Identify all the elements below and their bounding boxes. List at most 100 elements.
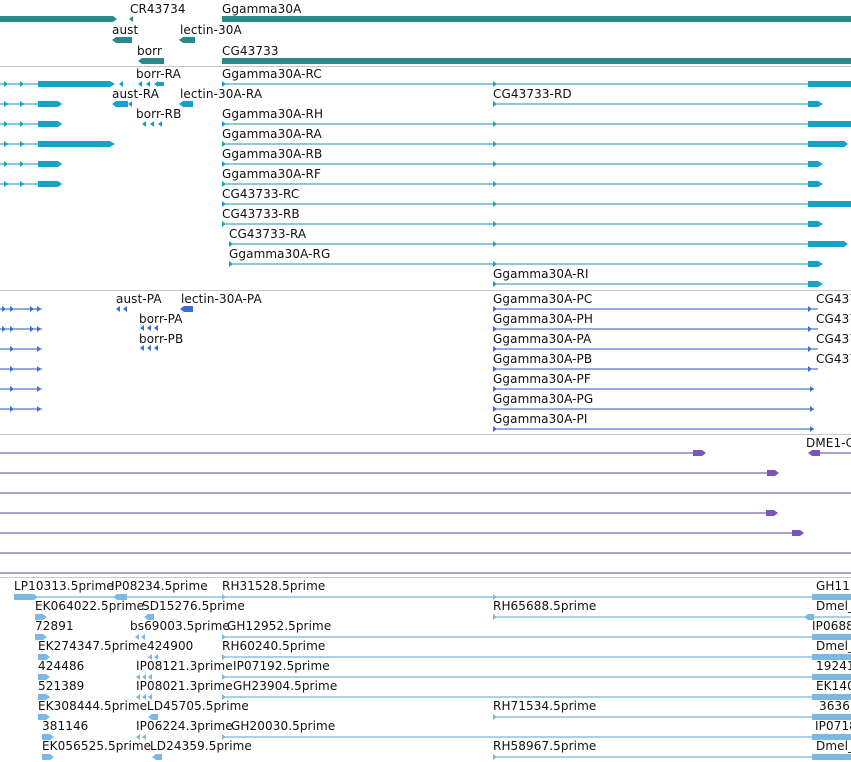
est-label-ek274347[interactable]: EK274347.5prime [38,639,148,653]
est-label-ip0688[interactable]: IP0688 [812,619,851,633]
est-label-rh60240[interactable]: RH60240.5prime [222,639,326,653]
est-label-rh71534[interactable]: RH71534.5prime [493,699,597,713]
transcript-ggamma30a-rb-glyph[interactable] [222,161,823,167]
transcript-label-cg43733-rd[interactable]: CG43733-RD [493,87,572,101]
est-label-19241[interactable]: 19241 [816,659,851,673]
transcript-left-row-3[interactable] [0,121,62,127]
est-label-ld24359[interactable]: LD24359.5prime [150,739,252,753]
est-label-424900[interactable]: 424900 [147,639,194,653]
est-label-gh11[interactable]: GH11 [816,579,850,593]
transcript-label-ggamma30a-rg[interactable]: Ggamma30A-RG [229,247,331,261]
est-label-ip07192[interactable]: IP07192.5prime [233,659,330,673]
transcript-label-cg43733-rb[interactable]: CG43733-RB [222,207,300,221]
protein-label-cg437-3[interactable]: CG437 [816,332,851,346]
est-label-dmel-1[interactable]: Dmel_ [816,599,851,613]
protein-label-aust-pa[interactable]: aust-PA [116,292,162,306]
est-row-2[interactable] [35,614,851,620]
transcript-ggamma30a-rg-glyph[interactable] [229,261,823,267]
est-label-rh65688[interactable]: RH65688.5prime [493,599,597,613]
transcript-ggamma30a-rc-glyph[interactable] [222,81,851,87]
transcript-aust-ra-glyph[interactable] [112,101,132,107]
gene-label-cr43734[interactable]: CR43734 [130,2,186,16]
gene-cr43734-glyph[interactable] [0,16,133,22]
transcript-cg43733-rc-glyph[interactable] [222,201,851,207]
gene-label-aust[interactable]: aust [112,23,139,37]
transcript-label-lectin-30a-ra[interactable]: lectin-30A-RA [180,87,263,101]
transcript-borr-rb-glyph[interactable] [142,121,162,127]
transcript-left-row-1[interactable] [0,81,123,87]
protein-ggamma30a-pc-glyph[interactable] [493,306,818,312]
gene-borr-glyph[interactable] [138,58,164,64]
est-label-ld45705[interactable]: LD45705.5prime [147,699,249,713]
protein-label-borr-pa[interactable]: borr-PA [139,312,183,326]
transcript-label-ggamma30a-rc[interactable]: Ggamma30A-RC [222,67,322,81]
transcript-left-row-4[interactable] [0,141,115,147]
transcript-lectin-30a-ra-glyph[interactable] [179,101,193,107]
protein-ggamma30a-ph-glyph[interactable] [493,326,818,332]
est-label-3636[interactable]: 3636 [819,699,850,713]
est-label-ip0718[interactable]: IP0718 [815,719,851,733]
protein-aust-pa-glyph[interactable] [116,306,127,312]
gene-ggamma30a-glyph[interactable] [222,16,851,22]
purple-feature-row-5[interactable] [0,530,804,536]
protein-label-cg437-1[interactable]: CG437 [816,292,851,306]
transcript-ggamma30a-rf-glyph[interactable] [222,181,823,187]
gene-label-borr[interactable]: borr [137,44,163,58]
protein-ggamma30a-pf-glyph[interactable] [493,386,814,392]
transcript-label-ggamma30a-ra[interactable]: Ggamma30A-RA [222,127,322,141]
est-label-424486[interactable]: 424486 [38,659,85,673]
purple-feature-row-4[interactable] [0,510,778,516]
gene-label-ggamma30a[interactable]: Ggamma30A [222,2,302,16]
est-row-1[interactable] [14,594,851,600]
protein-label-ggamma30a-pi[interactable]: Ggamma30A-PI [493,412,588,426]
protein-ggamma30a-pg-glyph[interactable] [493,406,814,412]
protein-borr-pb-glyph[interactable] [140,345,158,351]
est-label-521389[interactable]: 521389 [38,679,85,693]
protein-ggamma30a-pa-glyph[interactable] [493,346,818,352]
gene-label-cg43733[interactable]: CG43733 [222,44,279,58]
transcript-label-cg43733-rc[interactable]: CG43733-RC [222,187,300,201]
transcript-label-borr-ra[interactable]: borr-RA [136,67,181,81]
gene-label-lectin-30a[interactable]: lectin-30A [180,23,242,37]
transcript-left-row-6[interactable] [0,181,62,187]
protein-ggamma30a-pb-glyph[interactable] [493,366,818,372]
purple-feature-row-2[interactable] [0,470,779,476]
transcript-cg43733-ra-glyph[interactable] [229,241,848,247]
est-label-ek056525[interactable]: EK056525.5prime [42,739,152,753]
transcript-left-row-5[interactable] [0,161,62,167]
protein-left-row-6[interactable] [0,406,42,412]
transcript-ggamma30a-ra-glyph[interactable] [222,141,848,147]
protein-label-ggamma30a-pc[interactable]: Ggamma30A-PC [493,292,593,306]
est-label-sd15276[interactable]: SD15276.5prime [142,599,245,613]
est-label-ip08121[interactable]: IP08121.3prime [136,659,233,673]
transcript-label-ggamma30a-rb[interactable]: Ggamma30A-RB [222,147,323,161]
transcript-label-ggamma30a-rf[interactable]: Ggamma30A-RF [222,167,321,181]
transcript-cg43733-rb-glyph[interactable] [222,221,823,227]
transcript-ggamma30a-ri-glyph[interactable] [493,281,823,287]
est-label-dmel-3[interactable]: Dmel_ [816,739,851,753]
est-label-ek064022[interactable]: EK064022.5prime [35,599,145,613]
protein-label-cg437-2[interactable]: CG437 [816,312,851,326]
est-row-4[interactable] [38,654,851,660]
gene-aust-glyph[interactable] [112,37,132,43]
protein-left-row-5[interactable] [0,386,42,392]
est-label-dmel-2[interactable]: Dmel_ [816,639,851,653]
transcript-borr-ra-glyph[interactable] [138,81,164,87]
protein-left-row-1[interactable] [0,306,42,312]
est-row-8[interactable] [42,734,851,740]
protein-label-lectin-30a-pa[interactable]: lectin-30A-PA [181,292,262,306]
est-label-381146[interactable]: 381146 [42,719,89,733]
est-row-6[interactable] [38,694,851,700]
protein-borr-pa-glyph[interactable] [140,325,158,331]
protein-lectin-30a-pa-glyph[interactable] [180,306,193,312]
est-label-72891[interactable]: 72891 [35,619,74,633]
protein-label-borr-pb[interactable]: borr-PB [139,332,184,346]
est-row-7[interactable] [38,714,851,720]
est-label-lp10313[interactable]: LP10313.5prime [14,579,114,593]
protein-left-row-2[interactable] [0,326,42,332]
est-label-gh20030[interactable]: GH20030.5prime [231,719,336,733]
est-label-ip06224[interactable]: IP06224.3prime [136,719,233,733]
protein-label-ggamma30a-pa[interactable]: Ggamma30A-PA [493,332,592,346]
protein-label-cg437-4[interactable]: CG437 [816,352,851,366]
